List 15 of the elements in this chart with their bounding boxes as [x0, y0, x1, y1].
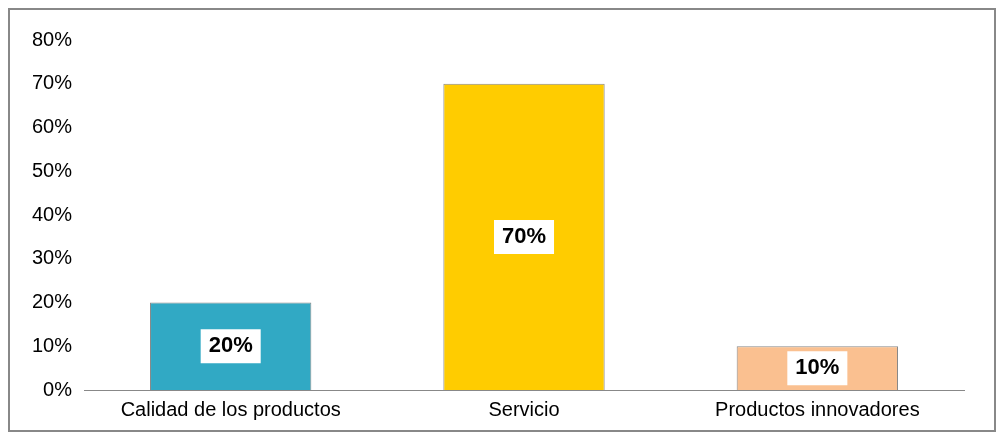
y-tick-label: 10% [32, 333, 73, 356]
x-tick-label: Productos innovadores [715, 397, 920, 420]
x-tick-label: Servicio [488, 397, 560, 420]
y-tick-label: 80% [32, 27, 73, 50]
x-tick-label: Calidad de los productos [120, 397, 341, 420]
y-tick-label: 40% [32, 202, 73, 225]
y-tick-label: 50% [32, 158, 73, 181]
data-label: 10% [795, 354, 840, 380]
y-tick-label: 70% [32, 71, 73, 94]
data-label: 70% [501, 222, 547, 248]
y-tick-label: 20% [32, 290, 73, 313]
y-tick-label: 30% [32, 246, 73, 269]
y-tick-label: 0% [43, 377, 73, 400]
data-label: 20% [208, 332, 253, 358]
y-tick-label: 60% [32, 115, 73, 138]
